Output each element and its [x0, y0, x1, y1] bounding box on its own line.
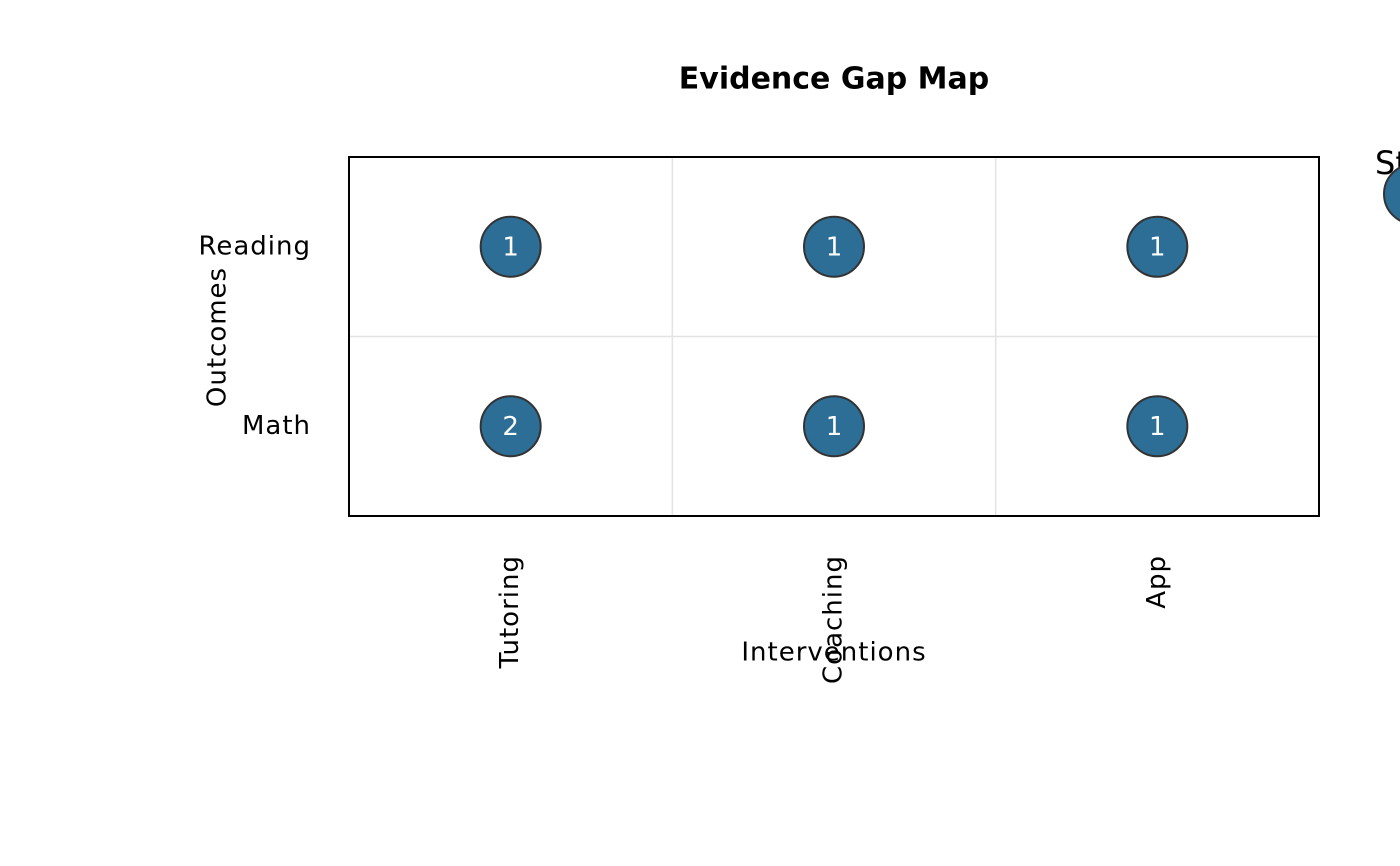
bubble-label: 1	[826, 232, 843, 262]
x-tick-label: Tutoring	[495, 555, 525, 669]
y-axis-label: Outcomes	[203, 267, 233, 407]
x-tick-label: App	[1142, 555, 1172, 609]
bubble	[1126, 395, 1189, 458]
y-tick-label: Math	[242, 411, 311, 441]
chart-title: Evidence Gap Map	[679, 62, 989, 97]
bubble	[803, 395, 865, 458]
bubble	[803, 215, 865, 278]
bubble	[479, 395, 542, 458]
bubble-label: 1	[826, 412, 843, 442]
bubble-label: 2	[502, 412, 519, 442]
x-axis-label: Interventions	[741, 638, 926, 668]
bubble-label: 1	[502, 232, 519, 262]
bubble	[1126, 215, 1189, 278]
x-tick-label: Coaching	[819, 555, 849, 684]
bubble	[479, 215, 542, 278]
legend-key	[1383, 166, 1400, 222]
plot-border	[348, 156, 1320, 517]
y-tick-label: Reading	[198, 231, 311, 261]
bubble-label: 1	[1149, 412, 1166, 442]
bubble-label: 1	[1149, 232, 1166, 262]
